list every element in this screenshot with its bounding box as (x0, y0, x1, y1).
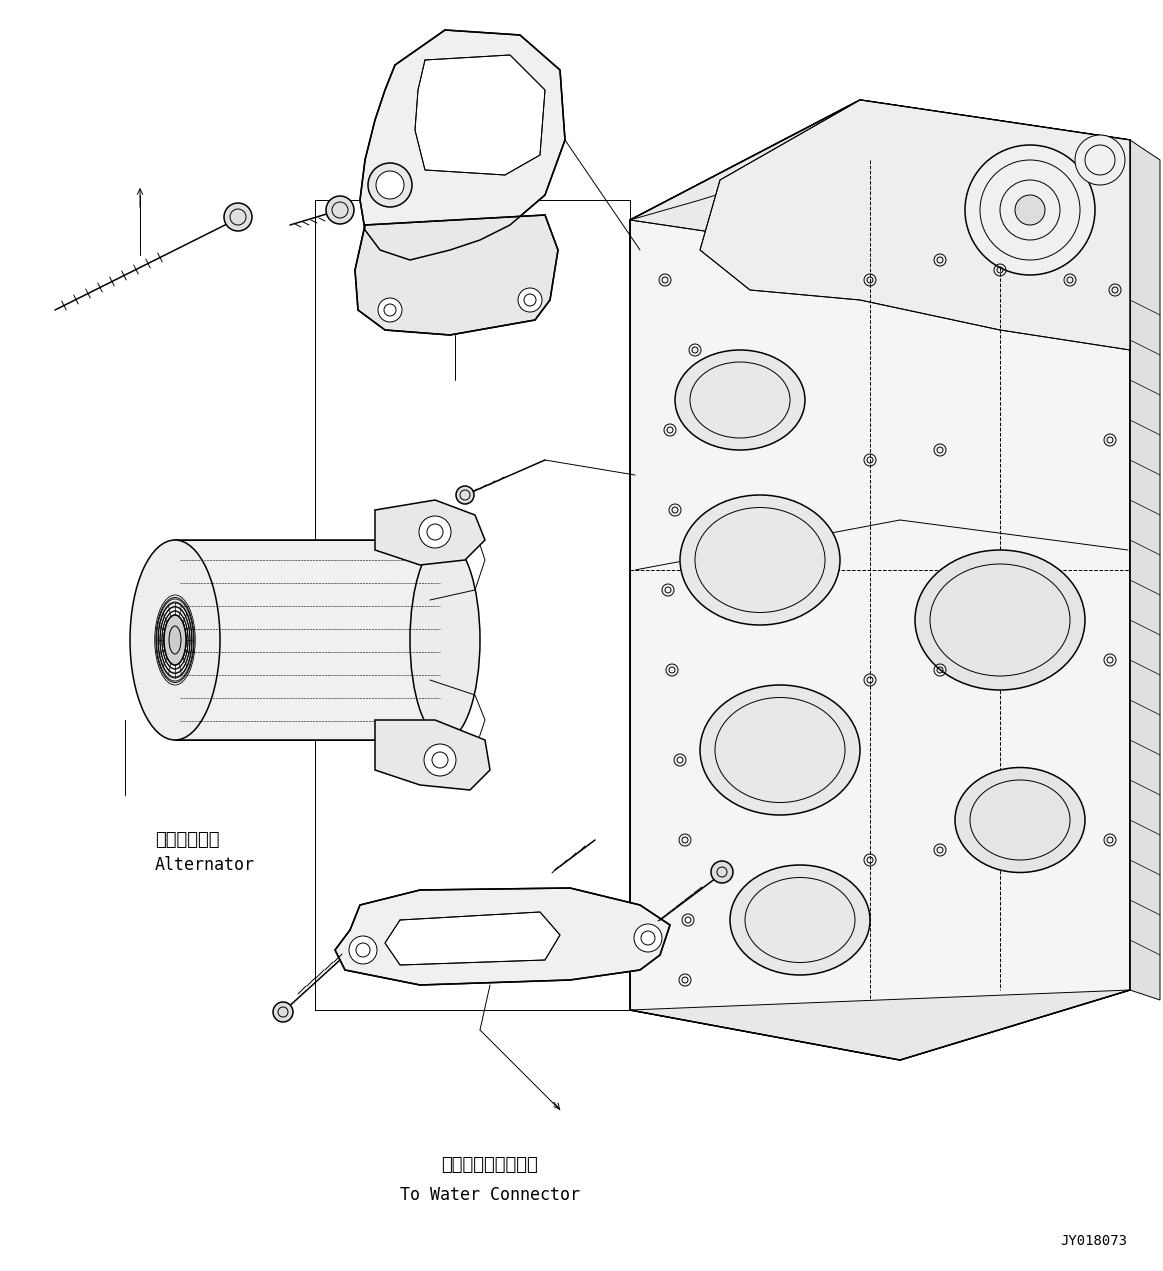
Text: ウォータコネクタヘ: ウォータコネクタヘ (442, 1157, 538, 1174)
Ellipse shape (915, 550, 1085, 690)
Polygon shape (355, 215, 558, 336)
Ellipse shape (730, 866, 870, 975)
Ellipse shape (680, 494, 840, 625)
Polygon shape (374, 500, 485, 566)
Circle shape (711, 860, 733, 883)
Ellipse shape (164, 615, 186, 665)
Text: Alternator: Alternator (155, 855, 255, 874)
Text: To Water Connector: To Water Connector (400, 1186, 580, 1204)
Circle shape (965, 145, 1096, 275)
Circle shape (376, 172, 404, 200)
Polygon shape (1130, 140, 1160, 1000)
Circle shape (424, 744, 456, 777)
Circle shape (326, 196, 354, 224)
Polygon shape (630, 990, 1130, 1060)
Circle shape (634, 924, 662, 952)
Circle shape (378, 297, 402, 322)
Polygon shape (361, 31, 565, 261)
Ellipse shape (169, 627, 181, 655)
Ellipse shape (411, 540, 480, 740)
Circle shape (368, 163, 412, 207)
Polygon shape (335, 888, 670, 985)
Ellipse shape (675, 350, 805, 450)
Ellipse shape (700, 685, 859, 815)
Circle shape (349, 935, 377, 963)
Circle shape (518, 289, 542, 311)
Circle shape (1075, 135, 1125, 186)
Polygon shape (415, 55, 545, 175)
Polygon shape (630, 100, 1130, 261)
Ellipse shape (955, 768, 1085, 872)
Circle shape (1015, 194, 1046, 225)
Text: オルタネータ: オルタネータ (155, 831, 220, 849)
Circle shape (456, 486, 475, 505)
Polygon shape (700, 100, 1130, 350)
Polygon shape (374, 719, 490, 791)
Circle shape (419, 516, 451, 548)
Polygon shape (630, 100, 1130, 1060)
Ellipse shape (130, 540, 220, 740)
Text: JY018073: JY018073 (1059, 1234, 1127, 1248)
Polygon shape (174, 540, 445, 740)
Polygon shape (385, 913, 561, 965)
Circle shape (273, 1002, 293, 1022)
Circle shape (224, 203, 252, 231)
